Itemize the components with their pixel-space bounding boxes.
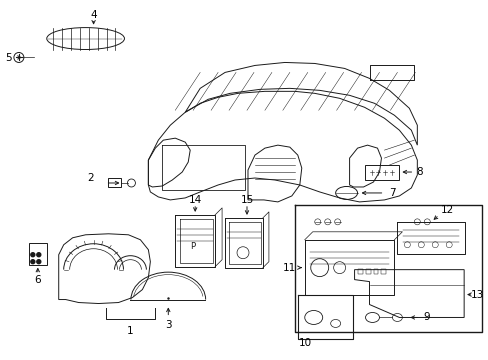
Text: 15: 15 — [240, 195, 253, 205]
Circle shape — [37, 253, 41, 257]
Text: 8: 8 — [415, 167, 422, 177]
Text: 5: 5 — [5, 54, 12, 63]
Bar — [373, 269, 378, 274]
Bar — [381, 269, 386, 274]
Text: 9: 9 — [422, 312, 429, 323]
Text: 4: 4 — [90, 10, 97, 20]
Bar — [357, 269, 362, 274]
Text: P: P — [189, 242, 194, 251]
Text: 14: 14 — [188, 195, 202, 205]
Text: 12: 12 — [440, 205, 453, 215]
Text: 3: 3 — [164, 320, 171, 330]
Circle shape — [37, 260, 41, 264]
Text: 7: 7 — [388, 188, 395, 198]
Bar — [364, 165, 399, 180]
Circle shape — [31, 253, 35, 257]
Bar — [365, 269, 370, 274]
Text: 6: 6 — [35, 275, 41, 285]
Text: 2: 2 — [87, 173, 94, 183]
Bar — [29, 243, 47, 265]
Circle shape — [31, 260, 35, 264]
Text: 1: 1 — [127, 327, 134, 336]
Bar — [107, 178, 121, 187]
Text: 11: 11 — [283, 263, 296, 273]
Text: 10: 10 — [299, 338, 312, 348]
Text: 13: 13 — [469, 289, 483, 300]
